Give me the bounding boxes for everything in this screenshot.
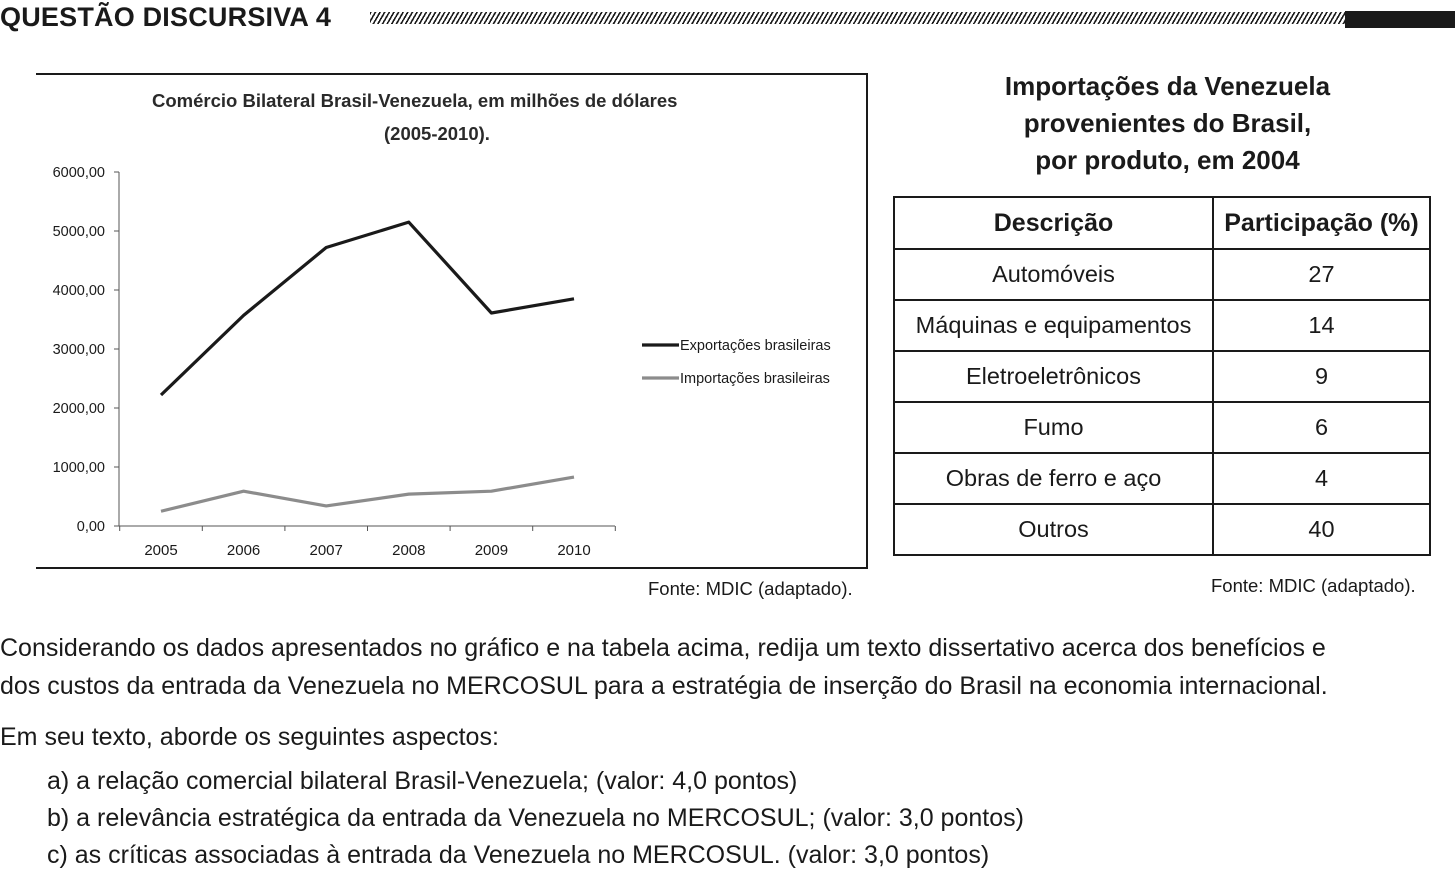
list-item: a) a relação comercial bilateral Brasil-… — [47, 767, 798, 795]
y-tick-label: 6000,00 — [53, 165, 105, 181]
table-title-line: por produto, em 2004 — [1035, 145, 1300, 175]
table-source: Fonte: MDIC (adaptado). — [1211, 575, 1416, 596]
table-cell: Eletroeletrônicos — [893, 350, 1214, 403]
y-tick-label: 5000,00 — [53, 224, 105, 240]
chart-title: Comércio Bilateral Brasil-Venezuela, em … — [152, 90, 678, 111]
column-header-description: Descrição — [893, 196, 1214, 250]
question-title: QUESTÃO DISCURSIVA 4 — [0, 2, 332, 32]
table-row: Automóveis 27 — [893, 248, 1431, 301]
prompt-line: dos custos da entrada da Venezuela no ME… — [0, 672, 1328, 700]
table-title-line: provenientes do Brasil, — [1023, 108, 1312, 138]
x-tick-label: 2009 — [475, 542, 508, 559]
exports-series-line — [159, 220, 575, 397]
x-tick-label: 2008 — [392, 542, 425, 559]
table-title-line: Importações da Venezuela — [1004, 71, 1331, 101]
table-row: Máquinas e equipamentos 14 — [893, 299, 1431, 352]
x-tick-label: 2006 — [227, 542, 260, 559]
table-title: Importações da Venezuela provenientes do… — [940, 68, 1395, 179]
table-row: Fumo 6 — [893, 401, 1431, 454]
table-cell: 40 — [1212, 503, 1431, 556]
y-tick-label: 4000,00 — [53, 283, 105, 299]
y-tick-label: 1000,00 — [53, 460, 105, 476]
header-bar-decoration — [1345, 11, 1455, 28]
table-cell: Fumo — [893, 401, 1214, 454]
imports-table: Descrição Participação (%) Automóveis 27… — [893, 196, 1431, 556]
table-cell: 9 — [1212, 350, 1431, 403]
line-chart: 0,00 1000,00 2000,00 3000,00 4000,00 5000,00 6… — [53, 165, 831, 559]
x-tick-label: 2010 — [557, 542, 590, 559]
aspects-list: a) a relação comercial bilateral Brasil-… — [47, 763, 1024, 874]
table-cell: Outros — [893, 503, 1214, 556]
table-cell: 14 — [1212, 299, 1431, 352]
question-header: QUESTÃO DISCURSIVA 4 — [0, 0, 1455, 36]
table-header-row: Descrição Participação (%) — [893, 196, 1431, 250]
prompt-line: Considerando os dados apresentados no gr… — [0, 634, 1326, 662]
table-row: Outros 40 — [893, 503, 1431, 556]
table-cell: Obras de ferro e aço — [893, 452, 1214, 505]
imports-series-line — [160, 475, 575, 513]
table-row: Obras de ferro e aço 4 — [893, 452, 1431, 505]
table-cell: 27 — [1212, 248, 1431, 301]
y-tick-label: 3000,00 — [53, 342, 105, 358]
y-tick-label: 0,00 — [77, 519, 105, 535]
column-header-share: Participação (%) — [1212, 196, 1431, 250]
table-row: Eletroeletrônicos 9 — [893, 350, 1431, 403]
table-cell: Automóveis — [893, 248, 1214, 301]
y-tick-label: 2000,00 — [53, 401, 105, 417]
x-tick-label: 2005 — [144, 542, 177, 559]
chart-subtitle: (2005-2010). — [384, 123, 490, 144]
legend-label: Exportações brasileiras — [680, 338, 831, 354]
aspects-intro: Em seu texto, aborde os seguintes aspect… — [0, 723, 499, 751]
list-item: b) a relevância estratégica da entrada d… — [47, 804, 1024, 832]
x-tick-label: 2007 — [310, 542, 343, 559]
chart-panel: Comércio Bilateral Brasil-Venezuela, em … — [36, 73, 868, 569]
header-hatch-decoration — [370, 12, 1345, 24]
legend-label: Importações brasileiras — [680, 371, 830, 387]
prompt-paragraph: Considerando os dados apresentados no gr… — [0, 629, 1455, 705]
table-cell: 4 — [1212, 452, 1431, 505]
table-cell: Máquinas e equipamentos — [893, 299, 1214, 352]
chart-source: Fonte: MDIC (adaptado). — [648, 578, 853, 599]
list-item: c) as críticas associadas à entrada da V… — [47, 841, 990, 869]
table-cell: 6 — [1212, 401, 1431, 454]
